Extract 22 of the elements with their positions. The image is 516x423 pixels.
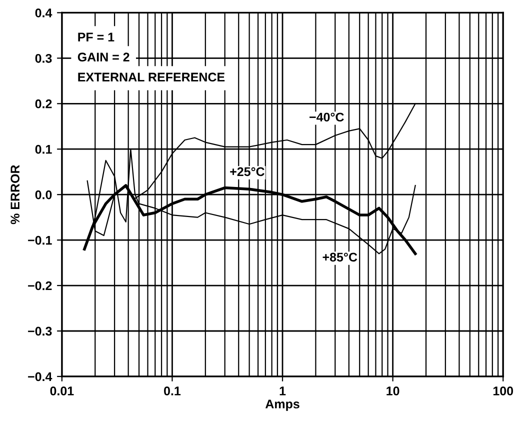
x-tick-label: 1 bbox=[280, 386, 286, 396]
y-tick-label: −0.3 bbox=[28, 326, 52, 336]
y-tick-label: 0.3 bbox=[35, 54, 52, 63]
x-tick-label: 0.1 bbox=[164, 386, 181, 396]
x-axis-title: Amps bbox=[265, 400, 300, 411]
y-tick-label: −0.2 bbox=[28, 281, 52, 290]
y-tick-label: −0.4 bbox=[28, 372, 52, 382]
annotation: PF = 1 bbox=[78, 32, 114, 42]
x-tick-label: 100 bbox=[493, 386, 514, 396]
series-label: +85°C bbox=[322, 252, 358, 262]
annotation: GAIN = 2 bbox=[78, 52, 130, 62]
y-tick-label: −0.1 bbox=[28, 236, 52, 245]
x-tick-label: 0.01 bbox=[50, 386, 74, 396]
annotation: EXTERNAL REFERENCE bbox=[78, 72, 225, 82]
y-tick-label: 0.4 bbox=[35, 8, 52, 18]
series-label: +25°C bbox=[230, 167, 264, 176]
y-tick-label: 0.0 bbox=[35, 190, 52, 200]
y-tick-label: 0.2 bbox=[35, 99, 52, 108]
y-tick-label: 0.1 bbox=[35, 144, 52, 154]
y-axis-title: % ERROR bbox=[10, 164, 20, 224]
x-tick-label: 10 bbox=[386, 386, 400, 396]
series-label: −40°C bbox=[310, 112, 344, 122]
